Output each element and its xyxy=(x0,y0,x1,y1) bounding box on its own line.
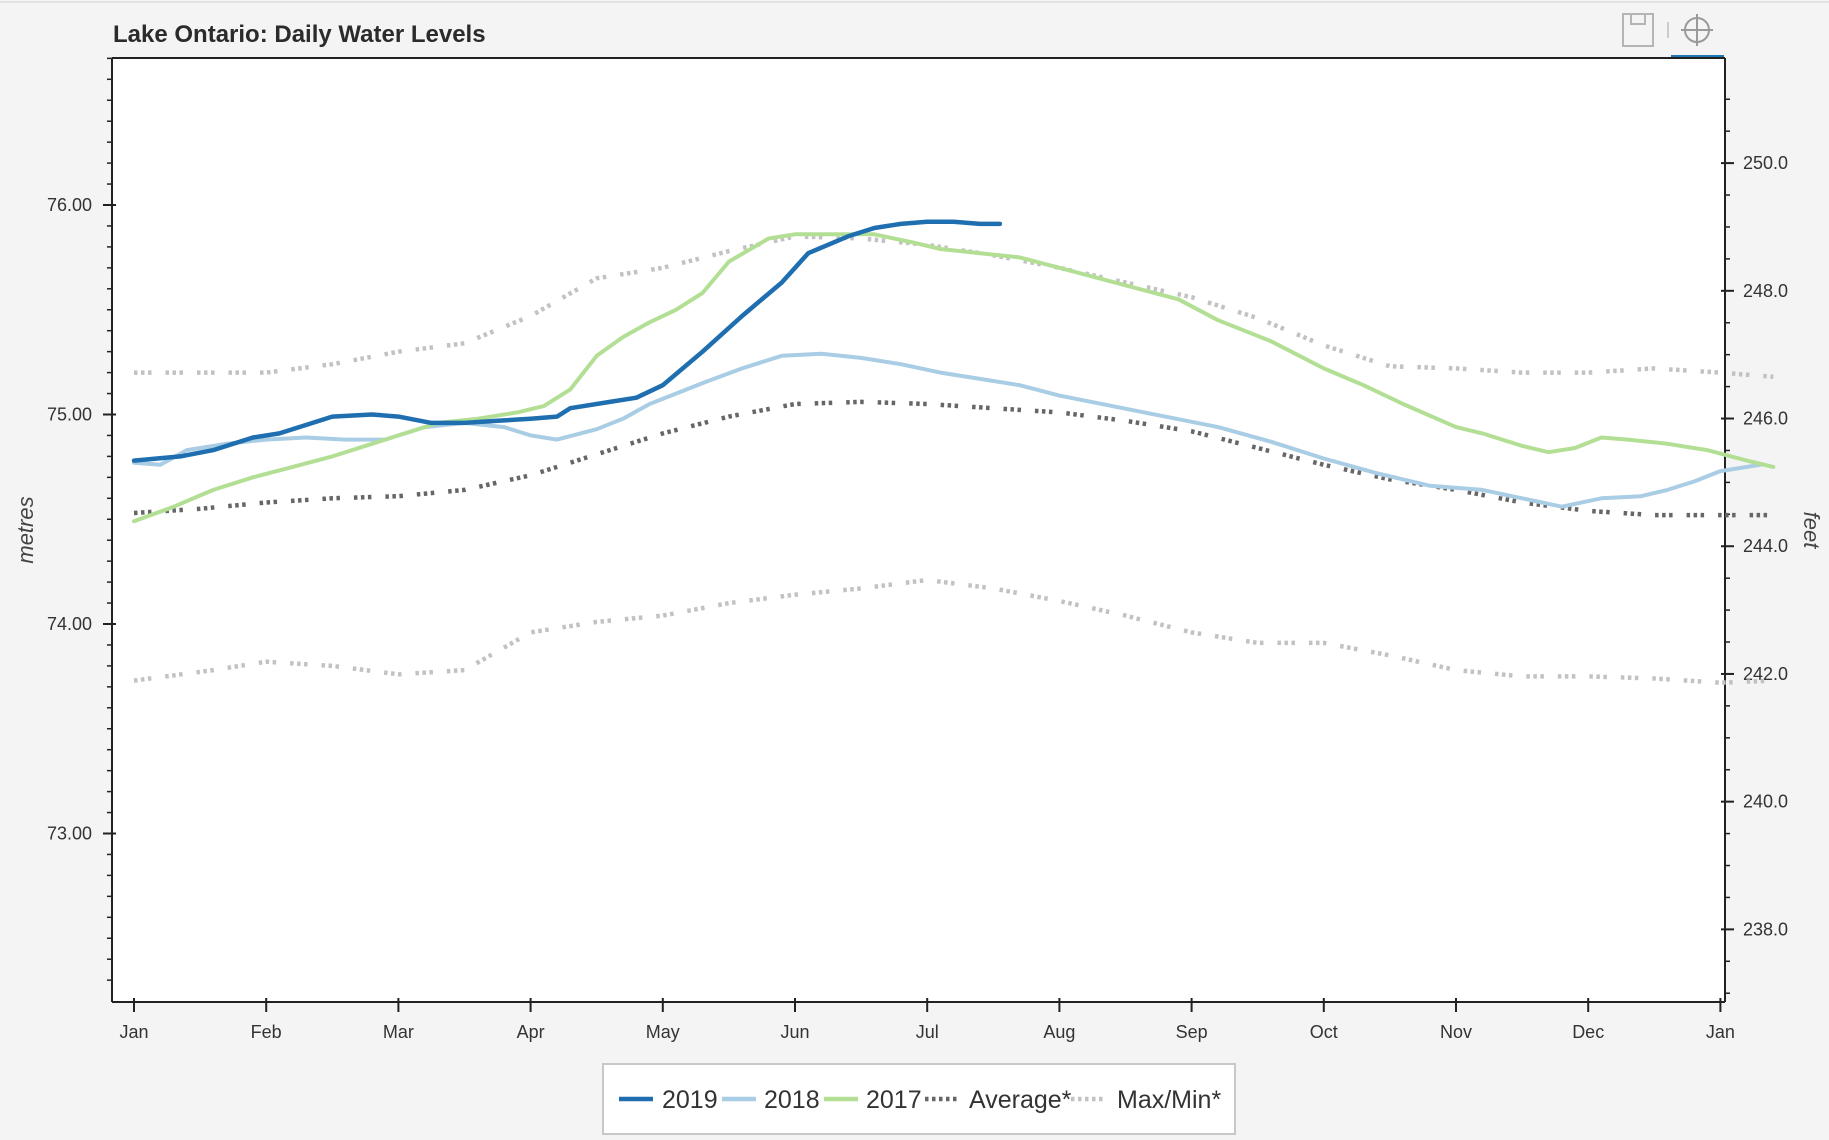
y2-tick-label: 248.0 xyxy=(1743,281,1788,301)
plot-area xyxy=(112,58,1725,1002)
series-2017-line xyxy=(132,232,1776,524)
legend-label-average: Average* xyxy=(969,1086,1072,1114)
series-lines xyxy=(131,219,1776,685)
legend-label-2019: 2019 xyxy=(662,1086,718,1114)
x-tick-label: Mar xyxy=(383,1022,414,1042)
x-tick-label: Nov xyxy=(1440,1022,1472,1042)
y2-tick-label: 250.0 xyxy=(1743,153,1788,173)
x-tick-label: Oct xyxy=(1310,1022,1338,1042)
y-tick-label: 74.00 xyxy=(47,614,92,634)
legend-label-2017: 2017 xyxy=(866,1086,922,1114)
y2-tick-label: 238.0 xyxy=(1743,919,1788,939)
x-tick-label: Jun xyxy=(780,1022,809,1042)
x-tick-label: May xyxy=(646,1022,680,1042)
crosshair-icon[interactable] xyxy=(1681,14,1713,46)
x-tick-label: Apr xyxy=(517,1022,545,1042)
y2-tick-label: 242.0 xyxy=(1743,664,1788,684)
x-tick-label: Feb xyxy=(251,1022,282,1042)
x-tick-label: Jan xyxy=(119,1022,148,1042)
x-tick-label: Sep xyxy=(1176,1022,1208,1042)
series-2019-line xyxy=(131,219,1003,463)
x-tick-label: Dec xyxy=(1572,1022,1604,1042)
x-tick-label: Aug xyxy=(1043,1022,1075,1042)
legend-box xyxy=(602,1063,1236,1135)
y-tick-label: 75.00 xyxy=(47,405,92,425)
chart-title: Lake Ontario: Daily Water Levels xyxy=(113,21,486,48)
axes: 73.00 74.00 75.00 76.00 238.0 240.0 242.0 244.0… xyxy=(47,57,1788,1042)
y2-tick-label: 240.0 xyxy=(1743,792,1788,812)
legend: 2019 2018 2017 Average* Max/Min* xyxy=(602,1063,1236,1135)
legend-label-2018: 2018 xyxy=(764,1086,820,1114)
y2-axis-label: feet xyxy=(1799,512,1824,550)
y-tick-label: 76.00 xyxy=(47,195,92,215)
x-tick-label: Jan xyxy=(1706,1022,1735,1042)
y-axis-label: metres xyxy=(13,496,38,563)
y2-tick-label: 246.0 xyxy=(1743,409,1788,429)
y-tick-label: 73.00 xyxy=(47,824,92,844)
x-tick-label: Jul xyxy=(916,1022,939,1042)
y2-tick-label: 244.0 xyxy=(1743,536,1788,556)
save-icon[interactable] xyxy=(1622,13,1654,47)
series-max-min-min-line xyxy=(133,577,1774,685)
legend-label-max-min: Max/Min* xyxy=(1117,1086,1221,1114)
